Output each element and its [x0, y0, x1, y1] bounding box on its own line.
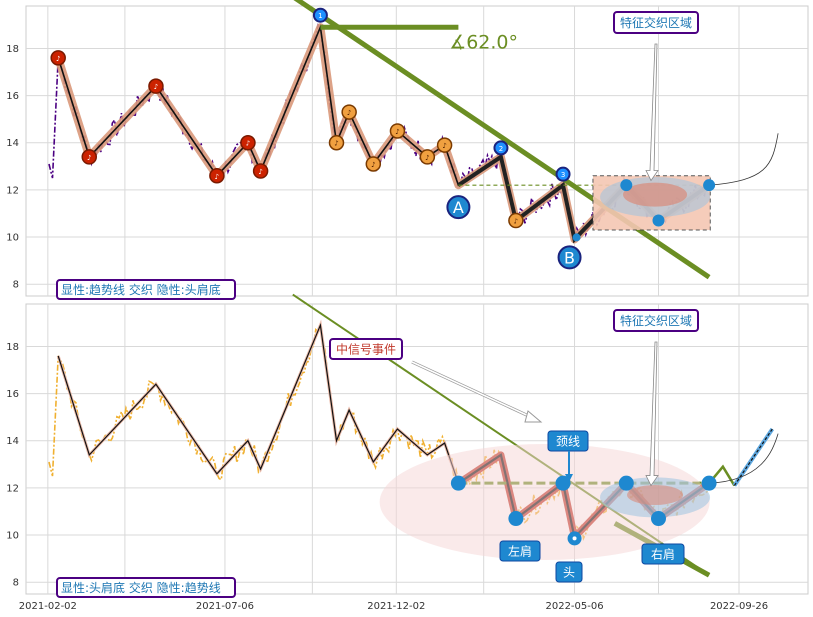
- pivot-marker: [389, 123, 406, 139]
- note-icon: ♪: [87, 154, 91, 162]
- x-tick-label: 2021-02-02: [19, 601, 77, 612]
- corner-label: 显性:趋势线 交织 隐性:头肩底: [61, 282, 221, 297]
- pivot-marker: [328, 134, 345, 151]
- y-tick-label: 16: [6, 91, 19, 102]
- pivot-marker: [50, 50, 66, 66]
- region-label-box: [613, 309, 699, 332]
- pivot-marker: [240, 134, 256, 151]
- region-label: 特征交织区域: [620, 15, 692, 30]
- corner-label-box: [56, 577, 236, 598]
- y-tick-label: 12: [6, 185, 19, 196]
- point-a-marker: [446, 195, 471, 220]
- pivot-marker: [341, 104, 357, 120]
- left-shoulder-label-box: [499, 540, 541, 562]
- projection-line: [733, 428, 773, 486]
- plot-frame: [25, 303, 809, 595]
- neck-label: 颈线: [556, 435, 580, 449]
- note-icon: ♪: [425, 154, 429, 162]
- wave-marker-label: 1: [318, 12, 322, 20]
- head-label-box: [555, 561, 583, 583]
- note-icon: ♪: [56, 55, 60, 63]
- left-shoulder-label: 左肩: [508, 544, 532, 559]
- pattern-dot: [703, 179, 716, 192]
- corner-label: 显性:头肩底 交织 隐性:趋势线: [61, 580, 221, 595]
- event-arrow: [411, 361, 534, 419]
- x-tick-label: 2022-09-26: [710, 601, 768, 612]
- neck-arrow-head: [565, 474, 573, 482]
- wave-marker-label: 3: [561, 171, 565, 179]
- note-icon: ♪: [154, 83, 158, 91]
- projection-curve: [709, 133, 779, 186]
- pivot-marker: [365, 156, 382, 172]
- trend-line: [293, 0, 711, 280]
- projection-curve: [709, 433, 779, 484]
- y-tick-label: 16: [6, 389, 19, 400]
- price-trace: [48, 324, 710, 541]
- note-icon: ♪: [334, 140, 338, 148]
- event-label-box: [329, 338, 403, 360]
- y-tick-label: 10: [6, 233, 19, 244]
- region-arrow: [645, 43, 659, 182]
- y-tick-label: 14: [6, 436, 19, 447]
- note-icon: ♪: [246, 140, 250, 148]
- head-label: 头: [563, 566, 575, 580]
- pivot-marker: [252, 163, 269, 179]
- x-tick-label: 2021-12-02: [367, 601, 425, 612]
- x-tick-label: 2021-07-06: [196, 601, 254, 612]
- note-icon: ♪: [215, 173, 219, 181]
- wave-marker: [555, 166, 571, 182]
- pattern-dot: [450, 475, 466, 491]
- pattern-dot: [618, 475, 634, 491]
- pattern-dot-center: [572, 536, 577, 541]
- pattern-dot: [620, 179, 633, 192]
- y-tick-label: 14: [6, 138, 19, 149]
- wave-marker-label: 2: [499, 145, 503, 153]
- region-label-box: [613, 11, 699, 34]
- y-tick-label: 8: [13, 280, 19, 291]
- note-icon: ♪: [347, 109, 351, 117]
- note-icon: ♪: [371, 161, 375, 169]
- pivot-marker: [209, 168, 225, 184]
- wave-marker: [312, 7, 328, 23]
- pattern-dot: [555, 475, 571, 491]
- pivot-marker: [148, 78, 164, 94]
- point-b-label: B: [564, 248, 575, 267]
- x-tick-label: 2022-05-06: [545, 601, 603, 612]
- region-core: [623, 182, 688, 207]
- right-shoulder-label: 右肩: [651, 547, 675, 562]
- region-arrow: [645, 341, 659, 487]
- pivot-marker: [436, 137, 453, 153]
- pivot-marker: [419, 149, 436, 165]
- y-tick-label: 18: [6, 342, 19, 353]
- event-arrow-head: [524, 410, 543, 423]
- note-icon: ♪: [514, 218, 518, 226]
- note-icon: ♪: [258, 168, 262, 176]
- y-tick-label: 10: [6, 531, 19, 542]
- pattern-dot: [652, 214, 665, 227]
- pivot-marker: [81, 149, 97, 165]
- right-shoulder-label-box: [641, 543, 685, 565]
- corner-label-box: [56, 279, 236, 300]
- region-core: [627, 484, 684, 505]
- region-label: 特征交织区域: [620, 313, 692, 328]
- pattern-dot: [572, 233, 581, 242]
- wave-marker: [493, 140, 509, 156]
- event-label: 中信号事件: [336, 342, 396, 357]
- pivot-marker: [508, 212, 524, 229]
- note-icon: ♪: [395, 128, 399, 136]
- event-ellipse: [379, 444, 710, 561]
- pattern-dot: [508, 511, 524, 527]
- note-icon: ♪: [442, 142, 446, 150]
- y-tick-label: 8: [13, 578, 19, 589]
- point-a-label: A: [453, 198, 464, 217]
- pattern-dot: [701, 475, 717, 491]
- point-b-marker: [557, 245, 582, 270]
- pattern-dot: [651, 511, 666, 527]
- y-tick-label: 12: [6, 483, 19, 494]
- y-tick-label: 18: [6, 44, 19, 55]
- angle-label: ∡62.0°: [449, 31, 518, 53]
